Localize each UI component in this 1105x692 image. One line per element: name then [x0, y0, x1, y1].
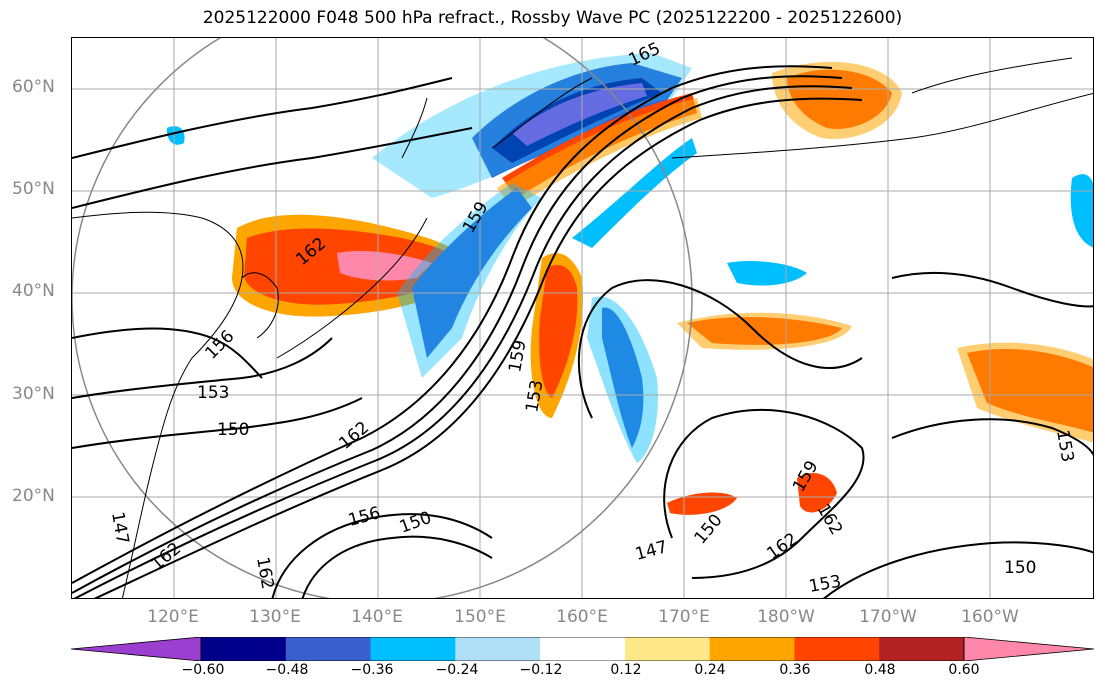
colorbar-segment: [624, 637, 711, 661]
contour-label: 156: [346, 503, 383, 531]
colorbar-segment: [540, 637, 626, 661]
contour-south-2: [301, 535, 493, 598]
lon-label-160w: 160°W: [961, 607, 1019, 627]
colorbar-segment: [201, 637, 287, 661]
coast-japan: [276, 217, 428, 359]
negative-patch-mid: [727, 261, 807, 286]
positive-band-east-rim: [677, 312, 852, 350]
coast-kamchatka: [491, 77, 593, 149]
colorbar-segment: [370, 637, 456, 661]
contour-label: 153: [197, 383, 229, 403]
contour-156: [72, 327, 263, 379]
positive-ridge-central-red: [539, 264, 578, 398]
map-title: 2025122000 F048 500 hPa refract., Rossby…: [202, 8, 903, 28]
positive-blob-alaska-rim: [772, 61, 902, 139]
contour-label: 162: [147, 539, 185, 575]
colorbar-segment: [879, 637, 965, 661]
colorbar-segment: [285, 637, 372, 661]
lon-label-170w: 170°W: [859, 607, 917, 627]
colorbar-arrow-left: [70, 636, 202, 662]
contour-label: 156: [201, 326, 238, 363]
colorbar-arrow-right: [963, 636, 1095, 662]
coast-sakhalin: [401, 97, 428, 159]
colorbar: [70, 636, 1095, 662]
contour-label: 153: [807, 572, 842, 597]
map-panel: 165 162 159 156 153 150 162 159 153 147 …: [71, 37, 1094, 599]
colorbar-tick: −0.36: [350, 662, 394, 678]
lat-label-20n: 20°N: [12, 486, 55, 506]
coast-aleutians: [671, 92, 1093, 159]
reference-circle: [72, 38, 693, 598]
colorbar-tick: −0.60: [181, 662, 225, 678]
contour-center-loop: [577, 279, 863, 419]
contour-label: 150: [1004, 558, 1036, 578]
colorbar-tick: 0.36: [779, 662, 811, 678]
contour-label: 162: [252, 555, 277, 590]
colorbar-tick: 0.48: [864, 662, 896, 678]
colorbar-tick: −0.24: [435, 662, 479, 678]
contour-jet-3: [73, 85, 853, 598]
contour-jet-4: [93, 97, 863, 598]
contour-south-1: [271, 513, 493, 598]
negative-ridge-east-halo: [587, 296, 658, 463]
negative-strip-japan-halo: [397, 183, 542, 378]
colorbar-segment: [709, 637, 795, 661]
contour-label: 147: [107, 510, 132, 545]
colorbar-svg: [70, 636, 1095, 662]
lon-label-140e: 140°E: [351, 607, 403, 627]
positive-blob-east-edge-rim: [957, 342, 1093, 443]
map-svg: 165 162 159 156 153 150 162 159 153 147 …: [72, 38, 1093, 598]
negative-strip-japan: [412, 188, 532, 358]
colorbar-tick: −0.48: [265, 662, 309, 678]
positive-patch-south-2: [797, 473, 837, 513]
lon-label-170e: 170°E: [658, 607, 710, 627]
negative-diagonal-band: [572, 138, 697, 248]
contour-label: 150: [691, 510, 727, 548]
contour-label: 150: [217, 420, 249, 440]
contour-north-1: [72, 77, 453, 159]
contour-label: 162: [763, 529, 801, 564]
colorbar-segment: [794, 637, 880, 661]
graticule: [72, 38, 1093, 598]
lon-label-150e: 150°E: [454, 607, 506, 627]
coast-alaska: [911, 57, 1073, 94]
shading-layer: [166, 53, 1093, 515]
negative-patch-right: [1070, 174, 1093, 248]
lon-label-180w: 180°W: [757, 607, 815, 627]
contour-153: [72, 337, 333, 399]
coastlines: [72, 57, 1093, 598]
colorbar-tick: 0.12: [610, 662, 642, 678]
lon-label-160e: 160°E: [556, 607, 608, 627]
lat-label-40n: 40°N: [12, 281, 55, 301]
positive-patch-south: [667, 492, 737, 515]
contour-east-2: [891, 418, 1093, 456]
contour-east-3: [822, 541, 1093, 598]
coast-korea: [241, 272, 279, 339]
negative-ridge-east: [602, 307, 644, 448]
contour-layer: [72, 65, 1093, 598]
contour-label: 153: [1052, 428, 1077, 463]
purple-core-north: [512, 83, 647, 146]
lon-label-120e: 120°E: [147, 607, 199, 627]
coast-asia: [72, 211, 244, 598]
colorbar-tick: 0.60: [948, 662, 980, 678]
negative-patch-ne: [166, 126, 185, 145]
positive-blob-korea-pink: [337, 251, 432, 281]
lat-label-30n: 30°N: [12, 384, 55, 404]
contour-label: 159: [505, 338, 530, 373]
contour-north-2: [72, 127, 473, 209]
colorbar-segment: [455, 637, 541, 661]
lat-label-60n: 60°N: [12, 77, 55, 97]
contour-label: 150: [397, 508, 434, 538]
contour-label: 147: [633, 537, 670, 565]
contour-trough: [663, 409, 865, 579]
contour-jet-2: [72, 75, 843, 594]
colorbar-tick: 0.24: [694, 662, 726, 678]
contour-east-1: [891, 271, 1093, 308]
colorbar-tick: −0.12: [519, 662, 563, 678]
lat-label-50n: 50°N: [12, 179, 55, 199]
lon-label-130e: 130°E: [249, 607, 301, 627]
contour-150: [72, 397, 363, 449]
contour-jet-1: [72, 65, 833, 584]
